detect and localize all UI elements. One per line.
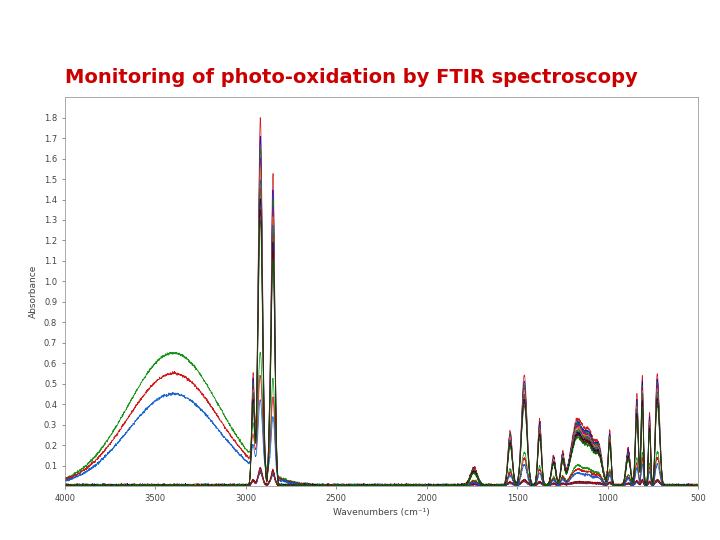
X-axis label: Wavenumbers (cm⁻¹): Wavenumbers (cm⁻¹)	[333, 508, 430, 517]
Y-axis label: Absorbance: Absorbance	[30, 265, 38, 318]
Text: Monitoring of photo-oxidation by FTIR spectroscopy: Monitoring of photo-oxidation by FTIR sp…	[65, 69, 637, 87]
